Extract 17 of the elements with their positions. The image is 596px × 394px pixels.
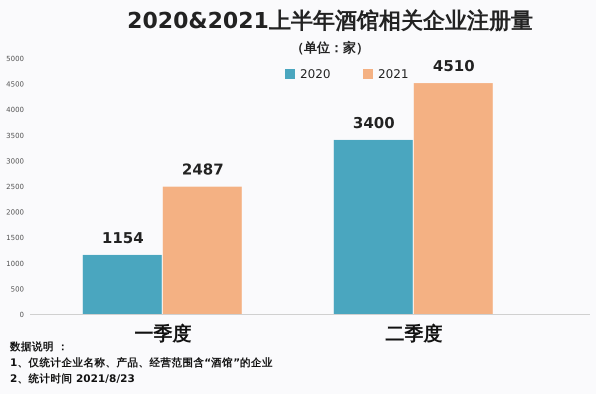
text: 数据说明 ：: [9, 340, 69, 353]
bar: [82, 254, 162, 314]
data-label: 1154: [102, 228, 144, 247]
legend-label: 2021: [378, 67, 409, 81]
data-label: 4510: [432, 57, 475, 76]
legend-label: 2020: [300, 67, 331, 81]
data-label: 3400: [352, 114, 395, 132]
bar: [414, 83, 493, 314]
chart-subtitle: （单位：家）: [291, 40, 369, 56]
text: 2、统计时间 2021/8/23: [10, 372, 135, 385]
x-tick-label: 一季度: [134, 323, 192, 345]
text: 1、仅统计企业名称、产品、经营范围含“酒馆”的企业: [10, 356, 274, 369]
bar: [162, 186, 242, 314]
chart-title: 2020&2021上半年酒馆相关企业注册量: [127, 8, 533, 34]
x-tick-label: 二季度: [385, 323, 442, 345]
bar: [334, 140, 413, 314]
data-label: 2487: [182, 160, 224, 179]
